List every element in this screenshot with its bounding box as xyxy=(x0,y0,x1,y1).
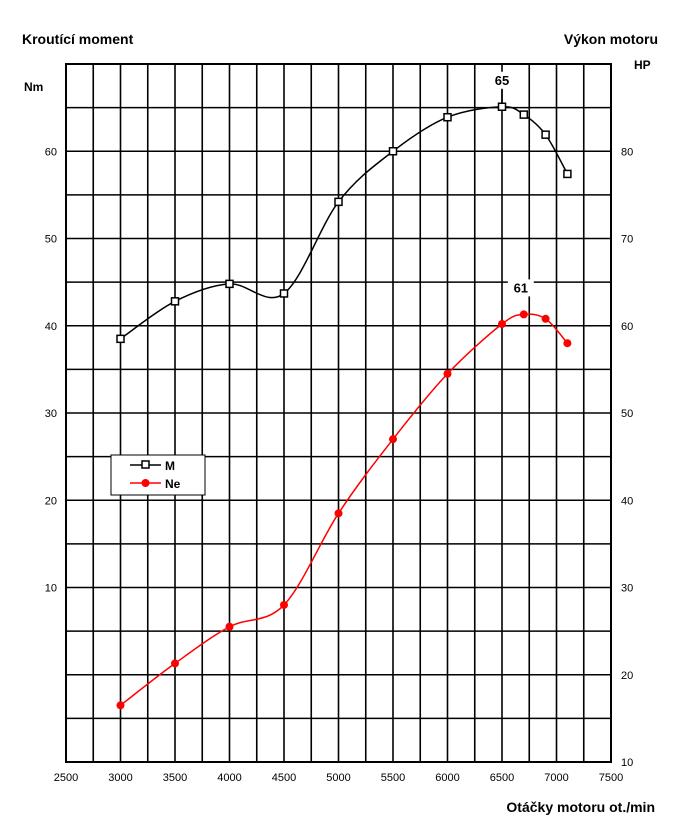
x-tick-label: 6500 xyxy=(490,772,514,784)
point-m xyxy=(225,279,234,289)
point-m xyxy=(334,197,343,207)
legend-label-m: M xyxy=(165,459,175,473)
x-tick-label: 6000 xyxy=(435,772,459,784)
point-ne xyxy=(116,701,125,710)
right-tick-label: 80 xyxy=(621,146,633,158)
point-ne xyxy=(389,435,397,444)
point-ne xyxy=(443,369,452,378)
point-m xyxy=(497,102,507,112)
left-tick-label: 30 xyxy=(45,408,57,420)
annotation-max-m: 65 xyxy=(495,73,509,88)
point-m xyxy=(116,334,125,344)
left-tick-labels: 10 20 30 40 50 60 xyxy=(45,146,57,594)
right-tick-label: 30 xyxy=(621,583,633,595)
point-ne xyxy=(225,622,234,631)
point-m xyxy=(519,110,529,119)
right-tick-label: 40 xyxy=(621,495,633,507)
left-tick-label: 10 xyxy=(45,583,57,595)
left-axis-title: Kroutící moment xyxy=(22,31,134,47)
x-tick-label: 3000 xyxy=(108,772,132,784)
x-tick-label: 7500 xyxy=(599,772,623,784)
annotation-layer: 65 61 xyxy=(489,71,534,297)
right-tick-label: 60 xyxy=(621,321,633,333)
point-m xyxy=(541,130,550,139)
legend: M Ne xyxy=(110,454,206,496)
chart-grid xyxy=(66,64,611,762)
right-tick-label: 10 xyxy=(621,757,633,769)
point-ne xyxy=(498,320,506,329)
series-line-m xyxy=(120,106,569,340)
annotation-max-ne: 61 xyxy=(514,280,528,295)
right-axis-unit: HP xyxy=(634,58,651,72)
x-tick-label: 7000 xyxy=(544,772,568,784)
point-m xyxy=(170,297,180,306)
left-tick-label: 40 xyxy=(45,321,57,333)
right-axis-title: Výkon motoru xyxy=(564,31,658,47)
point-ne xyxy=(541,314,550,323)
left-tick-label: 60 xyxy=(45,146,57,158)
plot-frame xyxy=(65,63,612,763)
right-tick-label: 70 xyxy=(621,234,633,246)
point-m xyxy=(443,112,452,122)
point-m xyxy=(388,147,398,156)
left-tick-label: 20 xyxy=(45,495,57,507)
legend-label-ne: Ne xyxy=(165,477,181,491)
right-tick-label: 20 xyxy=(621,670,633,682)
legend-marker-m xyxy=(141,460,150,469)
x-tick-label: 3500 xyxy=(163,772,187,784)
x-tick-label: 4500 xyxy=(272,772,296,784)
legend-box xyxy=(110,454,206,496)
annotation-bg xyxy=(489,71,515,89)
x-tick-label: 2500 xyxy=(54,772,78,784)
point-m xyxy=(279,289,289,298)
point-ne xyxy=(334,509,343,518)
right-tick-label: 50 xyxy=(621,408,633,420)
point-ne xyxy=(171,659,179,668)
point-ne xyxy=(563,339,572,348)
left-axis-unit: Nm xyxy=(24,80,43,94)
point-m xyxy=(563,169,572,179)
x-tick-label: 5500 xyxy=(381,772,405,784)
x-axis-title: Otáčky motoru ot./min xyxy=(506,799,655,815)
point-ne xyxy=(280,600,288,609)
x-tick-label: 5000 xyxy=(326,772,350,784)
legend-marker-ne xyxy=(141,479,150,487)
right-tick-labels: 10 20 30 40 50 60 70 80 xyxy=(621,146,633,769)
left-tick-label: 50 xyxy=(45,234,57,246)
annotation-bg xyxy=(507,279,534,297)
series-layer xyxy=(116,102,572,710)
series-line-ne xyxy=(120,313,568,706)
point-ne xyxy=(519,310,528,319)
x-tick-label: 4000 xyxy=(217,772,241,784)
x-tick-labels: 2500 3000 3500 4000 4500 5000 5500 6000 6500 7000… xyxy=(54,772,623,784)
